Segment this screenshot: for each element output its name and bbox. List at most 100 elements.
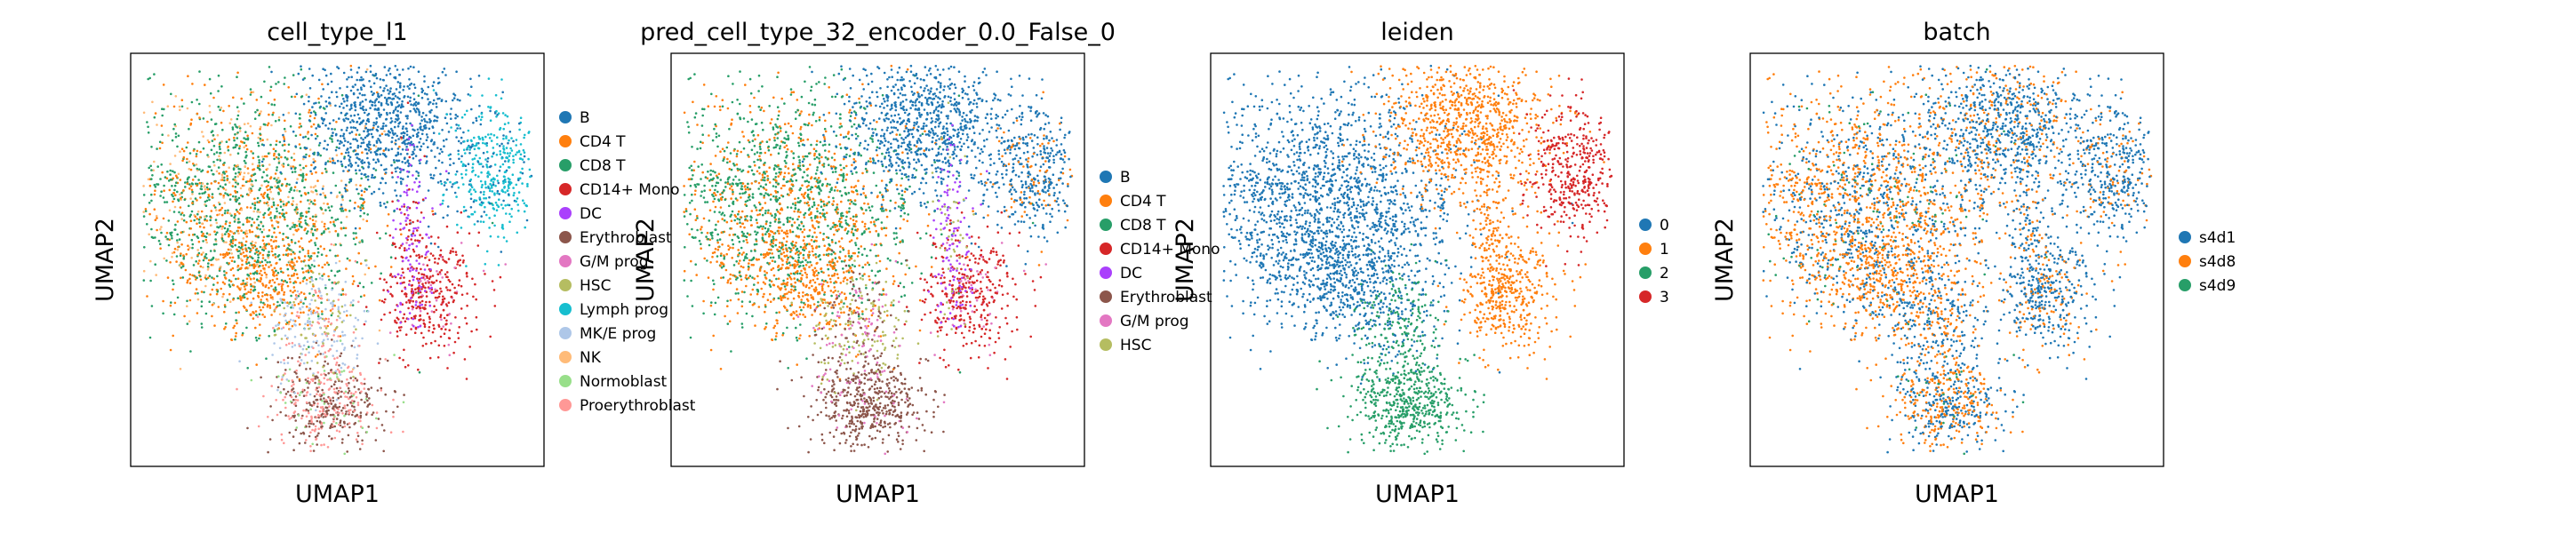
scatter-point: [189, 213, 192, 217]
scatter-point: [324, 209, 327, 211]
scatter-point: [415, 206, 419, 210]
scatter-point: [331, 134, 334, 138]
scatter-point: [291, 260, 293, 263]
scatter-point: [292, 165, 295, 168]
scatter-point: [174, 132, 178, 135]
scatter-point: [335, 121, 338, 123]
scatter-point: [259, 128, 261, 131]
scatter-point: [316, 251, 320, 254]
scatter-point: [157, 239, 161, 243]
scatter-point: [286, 337, 290, 339]
scatter-point: [437, 323, 440, 327]
scatter-point: [320, 116, 324, 120]
scatter-point: [388, 73, 392, 76]
scatter-point: [208, 105, 212, 107]
scatter-point: [232, 239, 235, 243]
scatter-point: [266, 201, 269, 204]
scatter-point: [329, 377, 332, 380]
scatter-point: [167, 179, 171, 182]
scatter-point: [219, 159, 222, 162]
scatter-point: [260, 276, 262, 280]
scatter-point: [311, 283, 315, 286]
scatter-point: [467, 163, 470, 165]
scatter-point: [332, 282, 336, 284]
scatter-point: [500, 156, 503, 160]
scatter-point: [243, 296, 246, 299]
scatter-point: [406, 217, 409, 220]
scatter-point: [174, 194, 177, 196]
scatter-point: [243, 285, 246, 288]
scatter-point: [404, 287, 407, 290]
scatter-point: [174, 135, 178, 139]
scatter-point: [521, 171, 524, 175]
scatter-point: [215, 151, 219, 154]
scatter-point: [351, 413, 354, 417]
scatter-point: [345, 267, 348, 270]
scatter-point: [809, 260, 812, 264]
scatter-point: [389, 87, 392, 90]
scatter-point: [293, 257, 297, 259]
scatter-point: [507, 203, 509, 206]
scatter-point: [268, 304, 272, 307]
scatter-point: [393, 125, 396, 129]
scatter-point: [180, 191, 183, 195]
scatter-point: [289, 281, 292, 283]
scatter-point: [340, 152, 343, 155]
scatter-point: [377, 418, 380, 420]
scatter-point: [281, 209, 284, 211]
scatter-point: [374, 161, 378, 164]
scatter-point: [196, 262, 200, 265]
x-axis-label: UMAP1: [295, 481, 380, 508]
scatter-point: [334, 184, 338, 187]
scatter-point: [199, 246, 203, 250]
scatter-point: [405, 146, 408, 148]
scatter-point: [310, 163, 313, 167]
scatter-point: [307, 269, 310, 272]
scatter-point: [513, 192, 516, 195]
scatter-point: [286, 236, 290, 240]
scatter-point: [268, 243, 270, 245]
scatter-point: [432, 143, 436, 146]
scatter-point: [396, 153, 400, 155]
scatter-point: [380, 424, 384, 426]
scatter-point: [393, 354, 396, 356]
scatter-point: [434, 257, 436, 260]
scatter-point: [512, 139, 515, 143]
scatter-point: [305, 425, 308, 428]
scatter-point: [225, 220, 228, 223]
scatter-point: [398, 91, 401, 94]
scatter-point: [181, 265, 185, 267]
scatter-point: [402, 430, 404, 434]
scatter-point: [379, 357, 382, 361]
scatter-point: [367, 166, 370, 169]
scatter-point: [268, 266, 270, 268]
scatter-point: [283, 290, 286, 294]
scatter-point: [494, 93, 498, 97]
scatter-point: [143, 246, 146, 249]
scatter-point: [309, 231, 313, 234]
scatter-point: [296, 399, 300, 402]
scatter-point: [321, 274, 324, 277]
scatter-point: [396, 159, 399, 163]
scatter-point: [426, 312, 429, 315]
scatter-point: [471, 166, 474, 169]
scatter-point: [412, 66, 415, 68]
scatter-point: [150, 235, 154, 239]
scatter-point: [280, 270, 283, 274]
scatter-point: [426, 255, 428, 259]
scatter-point: [394, 107, 397, 111]
scatter-point: [311, 74, 315, 77]
scatter-point: [344, 209, 348, 211]
scatter-point: [237, 256, 240, 259]
scatter-point: [786, 232, 789, 235]
scatter-point: [367, 403, 370, 407]
scatter-point: [148, 233, 150, 236]
scatter-point: [375, 98, 379, 100]
scatter-point: [227, 209, 229, 212]
scatter-point: [261, 264, 265, 267]
scatter-point: [334, 261, 338, 265]
scatter-point: [192, 149, 196, 152]
scatter-point: [428, 121, 431, 123]
scatter-point: [878, 269, 882, 273]
scatter-point: [220, 106, 223, 109]
